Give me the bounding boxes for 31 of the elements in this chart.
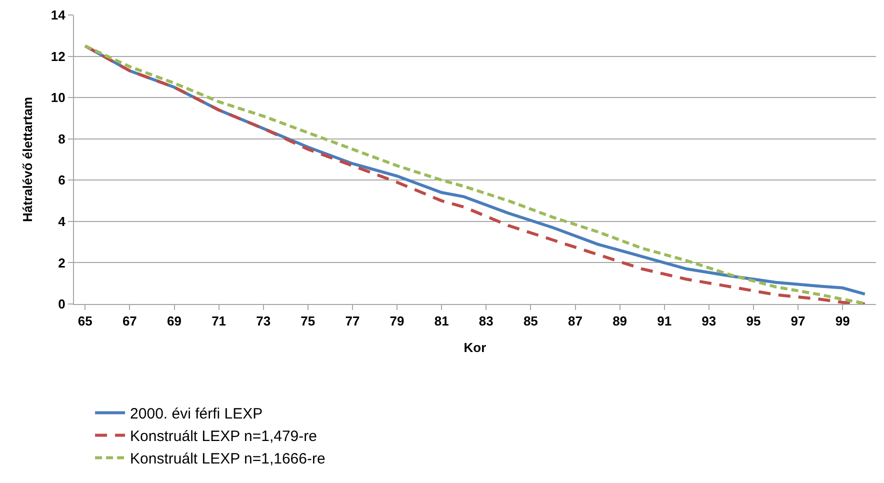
x-tick-label: 83	[478, 314, 494, 329]
x-tick-label: 75	[300, 314, 316, 329]
y-tick-label: 4	[58, 214, 66, 229]
legend-label: 2000. évi férfi LEXP	[130, 406, 263, 423]
x-tick-label: 81	[434, 314, 449, 329]
y-tick-label: 6	[58, 172, 66, 188]
y-axis-title: Hátralévő élettartam	[20, 97, 35, 222]
x-tick-label: 93	[702, 314, 716, 329]
x-tick-label: 79	[390, 314, 404, 329]
y-tick-label: 8	[58, 131, 66, 146]
x-tick-label: 77	[345, 314, 360, 329]
legend-label: Konstruált LEXP n=1,1666-re	[130, 450, 326, 468]
x-tick-label: 87	[568, 314, 582, 329]
x-tick-label: 69	[167, 314, 182, 329]
x-tick-label: 97	[790, 314, 806, 329]
x-tick-label: 95	[746, 314, 761, 329]
x-tick-label: 91	[657, 314, 672, 329]
y-tick-label: 12	[50, 48, 66, 64]
x-tick-label: 99	[835, 314, 850, 329]
y-tick-label: 10	[50, 90, 66, 106]
x-tick-label: 65	[78, 314, 92, 329]
x-tick-label: 71	[212, 314, 226, 329]
legend-label: Konstruált LEXP n=1,479-re	[130, 428, 317, 446]
x-tick-label: 85	[523, 314, 538, 329]
y-tick-label: 14	[50, 8, 66, 23]
x-axis-title: Kor	[464, 340, 486, 356]
x-tick-label: 67	[122, 314, 137, 329]
y-tick-label: 2	[58, 255, 66, 270]
y-tick-label: 0	[58, 296, 66, 312]
x-tick-label: 89	[612, 314, 628, 329]
x-tick-label: 73	[256, 314, 271, 329]
